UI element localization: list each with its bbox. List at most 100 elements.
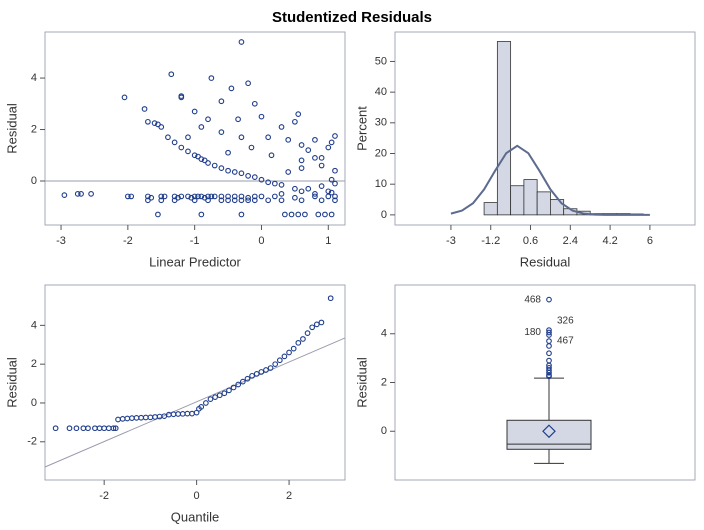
point <box>198 193 205 200</box>
point <box>328 189 335 196</box>
point <box>278 182 285 188</box>
point <box>198 404 205 410</box>
point <box>248 144 255 151</box>
point <box>208 75 215 81</box>
point <box>305 185 312 192</box>
point <box>225 149 231 156</box>
x-tick-label: 0 <box>194 490 200 502</box>
point <box>218 197 225 204</box>
point <box>327 295 334 302</box>
point <box>66 425 73 432</box>
point <box>278 124 285 130</box>
point <box>271 180 278 187</box>
point <box>251 197 258 204</box>
point <box>198 156 205 162</box>
point <box>322 211 328 218</box>
mean-marker <box>542 424 556 439</box>
outlier <box>546 296 552 303</box>
x-tick-label: -2 <box>99 490 109 502</box>
point <box>325 144 332 151</box>
outlier <box>546 338 552 344</box>
point <box>211 193 218 200</box>
point <box>168 71 175 78</box>
y-tick-label: 0 <box>31 397 37 409</box>
point <box>298 188 305 195</box>
point <box>121 94 128 101</box>
point <box>245 80 251 87</box>
outlier <box>546 350 552 357</box>
point <box>80 425 87 432</box>
point <box>281 353 288 360</box>
point <box>265 197 272 204</box>
y-tick-label: 0 <box>381 209 387 221</box>
x-tick-label: -1 <box>190 235 200 247</box>
y-tick-label: 30 <box>375 117 387 129</box>
point <box>218 165 225 171</box>
point <box>238 39 245 45</box>
point <box>138 414 144 421</box>
point <box>228 85 235 92</box>
point <box>312 154 318 161</box>
point <box>305 147 312 153</box>
point <box>161 193 168 200</box>
point <box>208 193 215 200</box>
point <box>238 211 245 218</box>
point <box>251 174 258 180</box>
point <box>318 154 325 161</box>
point <box>92 425 98 432</box>
point <box>151 120 158 126</box>
point <box>230 384 237 391</box>
plot-frame <box>394 31 696 226</box>
point <box>235 116 241 123</box>
point <box>96 425 103 432</box>
point <box>129 415 135 421</box>
outlier-label: 467 <box>557 336 574 347</box>
y-tick-label: 10 <box>375 178 387 190</box>
point <box>155 211 161 218</box>
bar <box>510 185 525 216</box>
point <box>78 191 84 197</box>
bar <box>550 199 565 216</box>
point <box>226 387 232 394</box>
y-tick-label: 2 <box>31 358 37 370</box>
x-axis-label: Linear Predictor <box>149 254 241 269</box>
x-tick-label: 0.6 <box>523 235 538 247</box>
point <box>195 193 201 200</box>
point <box>238 134 245 141</box>
point <box>231 193 238 200</box>
point <box>115 416 121 423</box>
point <box>185 148 191 155</box>
point <box>238 170 245 177</box>
point <box>191 197 198 204</box>
point <box>292 118 298 125</box>
point <box>295 339 302 346</box>
outlier <box>546 365 552 371</box>
outlier-label: 326 <box>557 316 574 327</box>
point <box>239 378 246 385</box>
point <box>207 396 214 402</box>
point <box>85 425 91 432</box>
point <box>245 197 251 204</box>
point <box>285 169 292 175</box>
point <box>318 183 325 189</box>
point <box>258 193 265 200</box>
outlier-label: 468 <box>524 294 541 305</box>
reference-line <box>44 337 346 468</box>
point <box>315 211 322 218</box>
point <box>244 375 251 382</box>
point <box>295 211 302 218</box>
point <box>268 152 275 159</box>
y-tick-label: 4 <box>31 319 37 331</box>
point <box>147 414 154 421</box>
y-tick-label: 0 <box>31 175 37 187</box>
point <box>112 425 119 432</box>
x-axis-label: Quantile <box>171 509 219 524</box>
y-axis-label: Percent <box>354 106 369 151</box>
point <box>171 197 178 204</box>
point <box>225 197 231 204</box>
point <box>265 134 272 141</box>
normal-curve <box>450 144 650 216</box>
y-tick-label: -2 <box>27 436 37 448</box>
point <box>313 321 320 328</box>
point <box>325 188 332 195</box>
